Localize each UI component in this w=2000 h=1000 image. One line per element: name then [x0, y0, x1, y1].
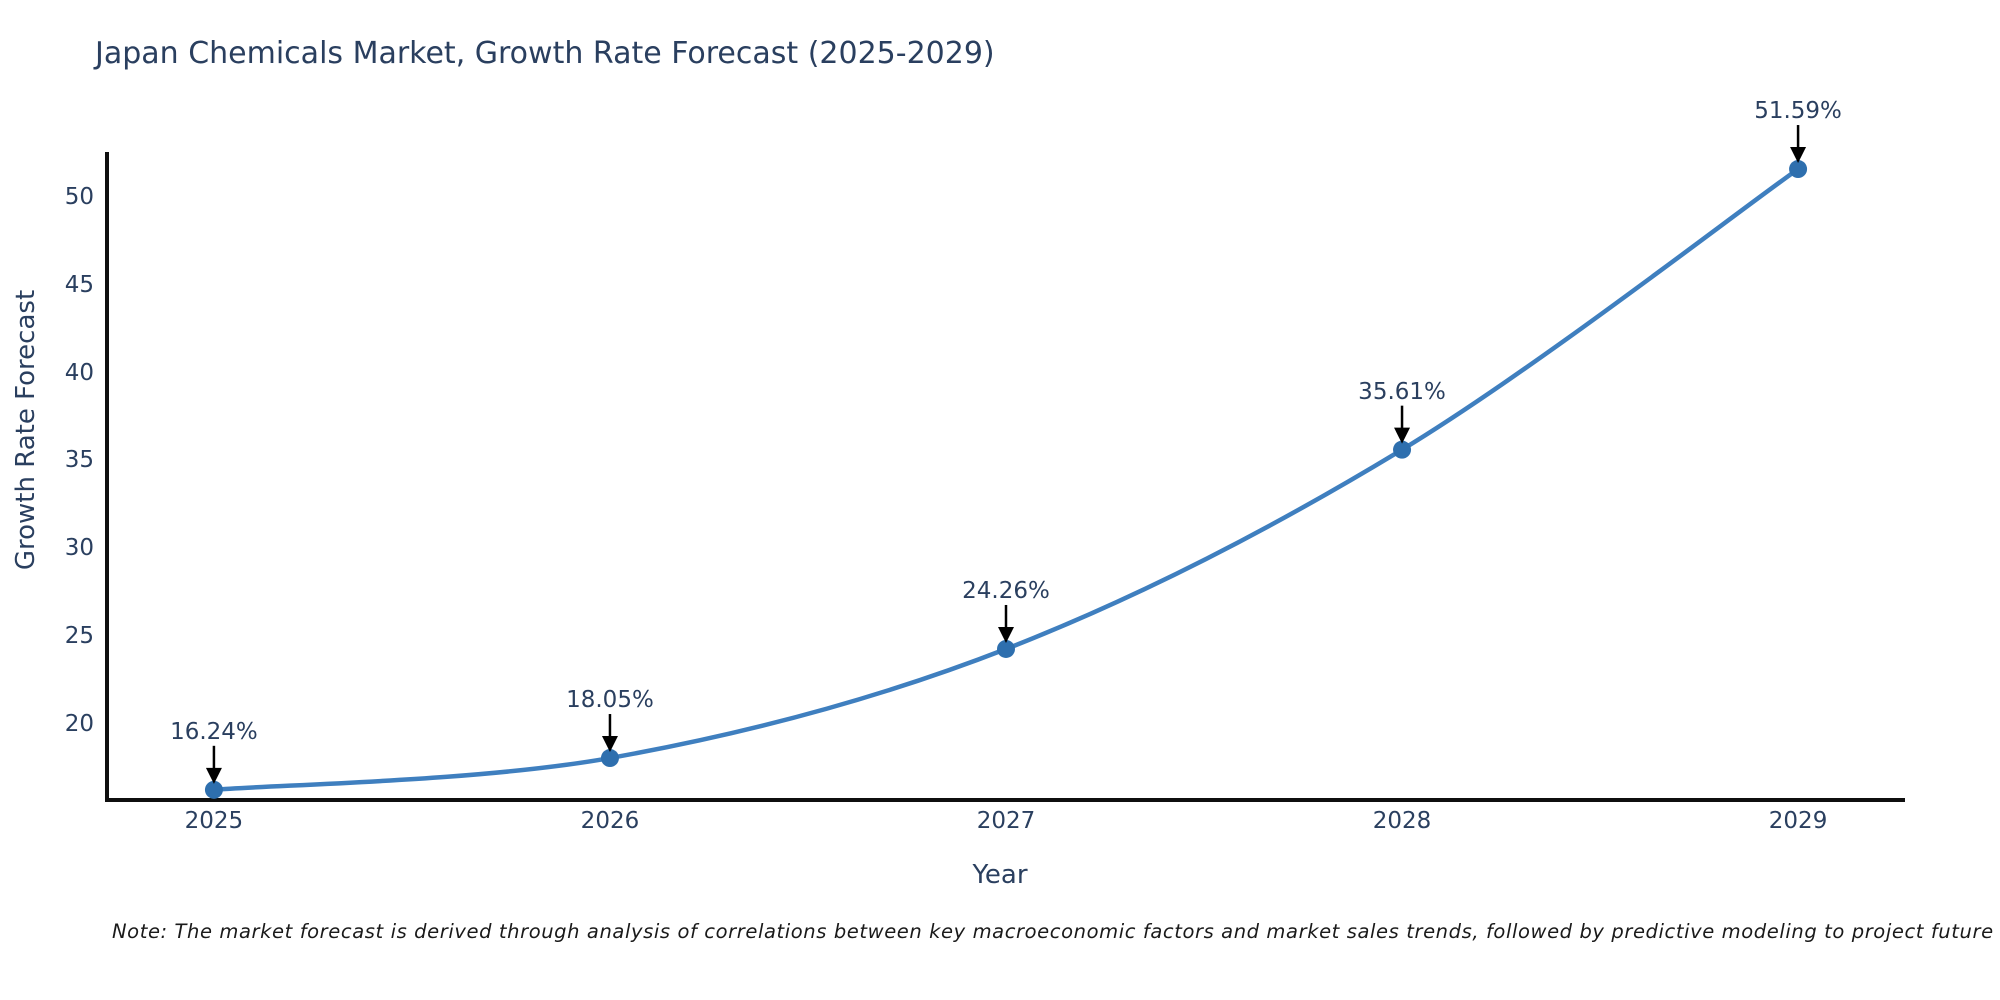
x-tick-label: 2029: [1768, 808, 1828, 834]
annotation-arrowhead: [998, 626, 1014, 643]
y-tick-label: 25: [64, 622, 94, 649]
y-tick-label: 40: [64, 359, 94, 386]
chart-title: Japan Chemicals Market, Growth Rate Fore…: [95, 36, 995, 71]
y-tick-label: 20: [64, 710, 94, 737]
annotation-arrowhead: [1394, 427, 1411, 444]
data-point-marker: [204, 780, 223, 799]
x-tick-label: 2026: [580, 808, 640, 834]
point-annotation: 35.61%: [1358, 378, 1446, 405]
y-tick-label: 45: [64, 271, 94, 298]
data-point-marker: [997, 639, 1015, 658]
x-tick-label: 2028: [1372, 808, 1432, 834]
annotation-arrowhead: [205, 767, 222, 784]
data-point-marker: [1393, 440, 1412, 459]
point-annotation: 24.26%: [962, 577, 1050, 604]
point-annotation: 16.24%: [170, 718, 258, 745]
annotation-arrowhead: [1790, 147, 1807, 164]
footnote: Note: The market forecast is derived thr…: [112, 920, 2000, 943]
annotation-arrowhead: [601, 736, 618, 753]
x-tick-label: 2025: [184, 808, 244, 834]
y-tick-label: 50: [64, 183, 94, 210]
x-tick-label: 2027: [976, 808, 1036, 834]
y-tick-label: 30: [64, 535, 94, 562]
y-tick-label: 35: [64, 447, 94, 474]
data-point-marker: [600, 749, 619, 768]
data-point-marker: [1789, 160, 1808, 179]
trend-line: [213, 167, 1800, 793]
point-annotation: 51.59%: [1754, 98, 1842, 125]
point-annotation: 18.05%: [566, 687, 654, 714]
x-axis-title: Year: [972, 860, 1028, 890]
